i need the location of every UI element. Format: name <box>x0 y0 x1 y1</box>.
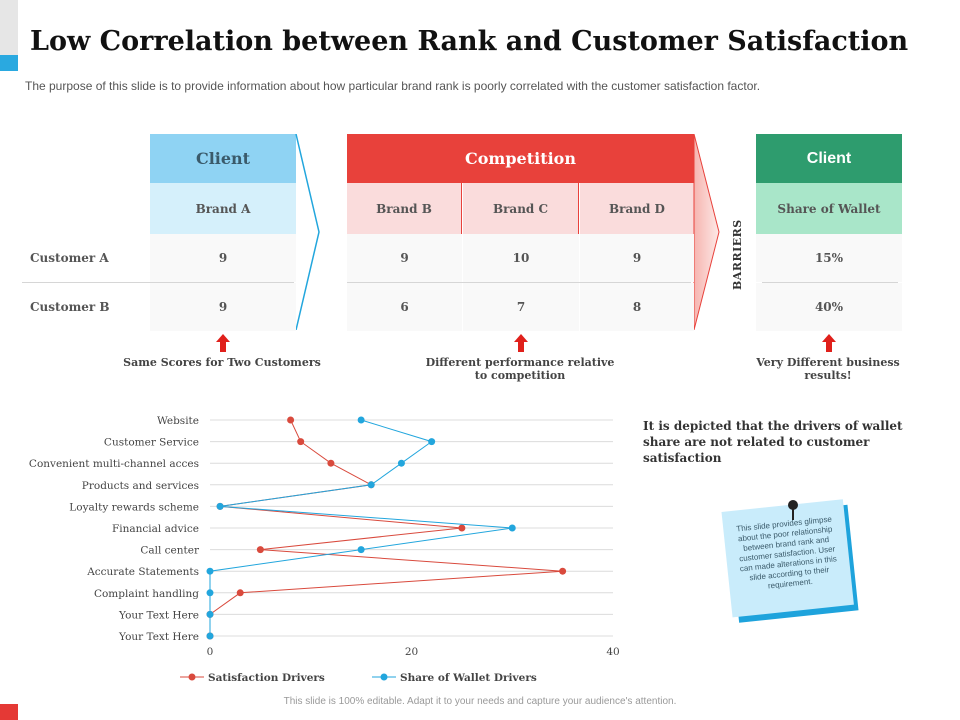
cell-brand-b: 9 <box>347 234 462 282</box>
row-divider <box>762 282 898 283</box>
brand-b-header: Brand B <box>347 183 462 234</box>
data-point <box>206 589 214 597</box>
share-header: Share of Wallet <box>756 183 902 234</box>
data-point <box>458 524 466 532</box>
data-point <box>206 632 214 640</box>
data-point <box>216 502 224 510</box>
client-chevron <box>295 134 320 330</box>
sticky-note: This slide provides glimpse about the po… <box>721 499 860 624</box>
cell-brand-a: 9 <box>150 283 296 331</box>
x-tick-label: 40 <box>606 646 619 658</box>
cell-brand-b: 6 <box>347 283 462 331</box>
legend-marker <box>188 673 196 681</box>
data-point <box>206 610 214 618</box>
up-arrow-icon <box>216 334 230 352</box>
cell-share: 15% <box>756 234 902 282</box>
competition-chevron <box>693 134 720 330</box>
data-point <box>236 589 244 597</box>
cell-brand-d: 9 <box>580 234 694 282</box>
barriers-label: BARRIERS <box>731 219 744 290</box>
data-point <box>559 567 567 575</box>
page-subtitle: The purpose of this slide is to provide … <box>25 79 761 93</box>
category-label: Your Text Here <box>118 609 199 621</box>
legend-marker <box>380 673 388 681</box>
client2-header: Client <box>756 134 902 183</box>
data-point <box>508 524 516 532</box>
row-divider <box>347 282 691 283</box>
competition-header: Competition <box>347 134 694 183</box>
data-point <box>327 459 335 467</box>
legend-label: Satisfaction Drivers <box>208 672 325 684</box>
data-point <box>206 567 214 575</box>
pin-icon <box>788 500 798 510</box>
footer-note: This slide is 100% editable. Adapt it to… <box>283 696 677 707</box>
up-arrow-icon <box>822 334 836 352</box>
cell-share: 40% <box>756 283 902 331</box>
category-label: Call center <box>140 545 200 557</box>
cell-brand-a: 9 <box>150 234 296 282</box>
up-arrow-icon <box>514 334 528 352</box>
brand-a-header: Brand A <box>150 183 296 234</box>
cell-brand-c: 7 <box>463 283 579 331</box>
sticky-note-text: This slide provides glimpse about the po… <box>721 499 854 618</box>
note-different-performance: Different performance relative to compet… <box>425 356 615 382</box>
client-header: Client <box>150 134 296 183</box>
category-label: Products and services <box>82 480 199 492</box>
note-same-scores: Same Scores for Two Customers <box>123 356 321 369</box>
category-label: Complaint handling <box>94 588 199 600</box>
brand-d-header: Brand D <box>580 183 694 234</box>
cell-brand-c: 10 <box>463 234 579 282</box>
data-point <box>287 416 295 424</box>
category-label: Financial advice <box>112 523 199 535</box>
data-point <box>297 438 305 446</box>
data-point <box>367 481 375 489</box>
category-label: Your Text Here <box>118 631 199 643</box>
data-point <box>357 546 365 554</box>
corner-decoration <box>0 0 18 55</box>
data-point <box>256 546 264 554</box>
corner-accent-bottom <box>0 704 18 720</box>
brand-c-header: Brand C <box>463 183 579 234</box>
note-business-results: Very Different business results! <box>756 356 900 382</box>
cell-brand-d: 8 <box>580 283 694 331</box>
category-label: Accurate Statements <box>86 566 199 578</box>
chart-insight: It is depicted that the drivers of walle… <box>643 419 903 465</box>
page-title: Low Correlation between Rank and Custome… <box>30 26 909 57</box>
data-point <box>397 459 405 467</box>
row-label: Customer B <box>30 300 110 314</box>
row-label: Customer A <box>30 251 109 265</box>
category-label: Loyalty rewards scheme <box>69 501 199 513</box>
corner-accent <box>0 55 18 71</box>
category-label: Website <box>157 415 199 427</box>
x-tick-label: 20 <box>405 646 418 658</box>
category-label: Customer Service <box>104 437 199 449</box>
legend-label: Share of Wallet Drivers <box>400 672 537 684</box>
x-tick-label: 0 <box>207 646 214 658</box>
row-divider <box>22 282 294 283</box>
data-point <box>428 438 436 446</box>
data-point <box>357 416 365 424</box>
line-chart: Website Customer Service Convenient multi-… <box>29 415 620 684</box>
pin-needle <box>792 508 794 520</box>
category-label: Convenient multi-channel acces <box>29 458 199 470</box>
